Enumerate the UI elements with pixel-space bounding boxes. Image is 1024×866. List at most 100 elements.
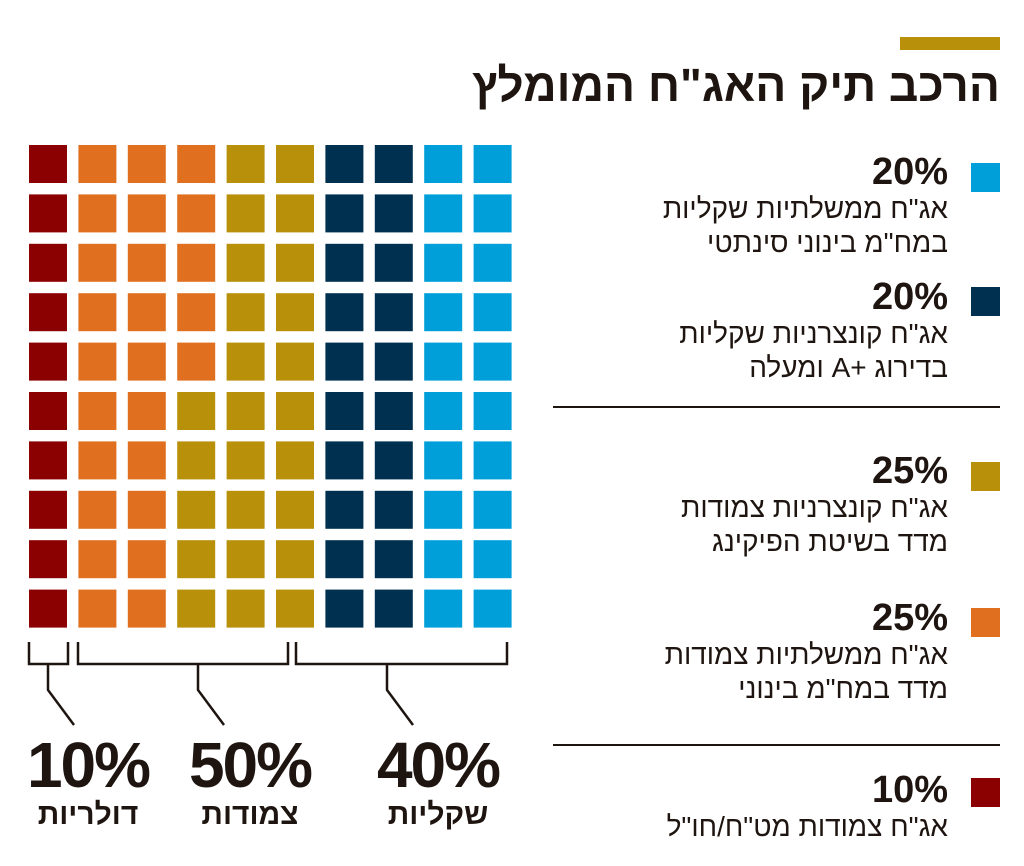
legend-pct: 25% (871, 597, 948, 639)
accent-bar (900, 37, 1000, 50)
waffle-cell-series-0 (29, 441, 67, 480)
legend-line: מדד בשיטת הפיקינג (712, 526, 948, 557)
waffle-cell-series-3 (374, 293, 413, 332)
waffle-cell-series-4 (424, 589, 463, 628)
group-dollar: 10% דולריות (0, 732, 178, 832)
waffle-cell-series-2 (226, 540, 265, 579)
legend-line: מדד במח"מ בינוני (738, 673, 948, 704)
group-pct: 50% (188, 729, 313, 801)
group-label: שקליות (387, 798, 489, 831)
waffle-cell-series-2 (276, 194, 314, 233)
waffle-cell-series-1 (177, 145, 216, 183)
bracket-dollar-leader (46, 664, 76, 726)
waffle-cell-series-1 (78, 293, 117, 332)
chart-title: הרכב תיק האג"ח המומלץ (472, 59, 1000, 111)
group-brackets (27, 642, 509, 726)
waffle-cell-series-4 (473, 194, 512, 233)
waffle-cell-series-3 (374, 589, 413, 628)
legend-swatch-light-blue (971, 163, 1000, 192)
legend-line: אג"ח קונצרניות צמודות (681, 492, 948, 523)
waffle-cell-series-1 (127, 342, 166, 381)
waffle-cell-series-3 (325, 441, 364, 480)
waffle-cell-series-1 (78, 490, 117, 529)
waffle-cell-series-4 (424, 194, 463, 233)
waffle-cell-series-3 (374, 194, 413, 233)
waffle-cell-series-3 (325, 490, 364, 529)
bracket-indexed-leader (196, 664, 226, 726)
waffle-cell-series-1 (78, 145, 117, 183)
waffle-cell-series-1 (127, 243, 166, 282)
waffle-cell-series-4 (424, 293, 463, 332)
legend-pct: 10% (871, 769, 948, 811)
waffle-cell-series-4 (473, 490, 512, 529)
waffle-cell-series-1 (78, 392, 117, 430)
waffle-cell-series-3 (325, 145, 364, 183)
waffle-cell-series-3 (325, 540, 364, 579)
waffle-cell-series-4 (424, 392, 463, 430)
waffle-cell-series-1 (177, 293, 216, 332)
legend-line: אג"ח צמודות מט"ח/חו"ל (666, 811, 948, 842)
waffle-cell-series-3 (325, 342, 364, 381)
bracket-shekel (294, 642, 509, 666)
legend-swatch-navy (971, 287, 1000, 316)
waffle-cell-series-4 (424, 490, 463, 529)
legend-item: 25% אג"ח ממשלתיות צמודות מדד במח"מ בינונ… (665, 598, 948, 706)
waffle-cell-series-2 (226, 490, 265, 529)
waffle-cell-series-1 (127, 589, 166, 628)
waffle-cell-series-1 (78, 589, 117, 628)
waffle-cell-series-2 (226, 441, 265, 480)
legend-line: בדירוג +A ומעלה (749, 352, 948, 383)
waffle-cell-series-4 (473, 342, 512, 381)
waffle-cell-series-4 (473, 243, 512, 282)
waffle-cell-series-1 (78, 540, 117, 579)
waffle-cell-series-4 (473, 145, 512, 183)
waffle-cell-series-4 (424, 342, 463, 381)
waffle-cell-series-1 (177, 243, 216, 282)
group-pct: 10% (26, 729, 151, 801)
waffle-cell-series-2 (226, 194, 265, 233)
waffle-cell-series-4 (424, 145, 463, 183)
waffle-cell-series-2 (177, 540, 216, 579)
group-label: צמודות (201, 798, 299, 831)
legend-item: 10% אג"ח צמודות מט"ח/חו"ל (667, 770, 948, 844)
legend-pct: 25% (871, 450, 948, 492)
waffle-cell-series-1 (78, 342, 117, 381)
waffle-cell-series-4 (473, 589, 512, 628)
group-label: דולריות (37, 798, 139, 831)
waffle-cell-series-0 (29, 194, 67, 233)
waffle-cell-series-2 (226, 342, 265, 381)
waffle-cell-series-3 (374, 392, 413, 430)
group-pct: 40% (376, 729, 501, 801)
waffle-cell-series-1 (127, 293, 166, 332)
waffle-cell-series-3 (374, 441, 413, 480)
waffle-cell-series-3 (374, 342, 413, 381)
waffle-cell-series-1 (177, 194, 216, 233)
group-shekel: 40% שקליות (348, 732, 528, 832)
waffle-cell-series-2 (276, 490, 314, 529)
waffle-cell-series-4 (473, 540, 512, 579)
waffle-cell-series-2 (226, 145, 265, 183)
waffle-cell-series-4 (473, 392, 512, 430)
waffle-cell-series-2 (276, 392, 314, 430)
waffle-cell-series-3 (325, 589, 364, 628)
waffle-cell-series-2 (226, 589, 265, 628)
waffle-cell-series-4 (473, 441, 512, 480)
waffle-cell-series-1 (78, 194, 117, 233)
waffle-cell-series-2 (226, 293, 265, 332)
waffle-cell-series-4 (424, 243, 463, 282)
legend-line: אג"ח ממשלתיות שקליות (662, 193, 948, 224)
waffle-cell-series-3 (325, 293, 364, 332)
waffle-cell-series-3 (325, 243, 364, 282)
divider (553, 406, 1000, 408)
bracket-shekel-leader (385, 664, 415, 726)
legend-line: במח"מ בינוני סינתטי (707, 227, 948, 258)
legend-item: 20% אג"ח קונצרניות שקליות בדירוג +A ומעל… (679, 277, 948, 385)
waffle-chart (27, 145, 512, 726)
legend-line: אג"ח קונצרניות שקליות (679, 318, 948, 349)
waffle-cell-series-1 (127, 145, 166, 183)
waffle-cell-series-0 (29, 342, 67, 381)
waffle-cell-series-0 (29, 392, 67, 430)
waffle-cell-series-0 (29, 293, 67, 332)
waffle-cell-series-2 (177, 441, 216, 480)
waffle-cell-series-1 (78, 243, 117, 282)
